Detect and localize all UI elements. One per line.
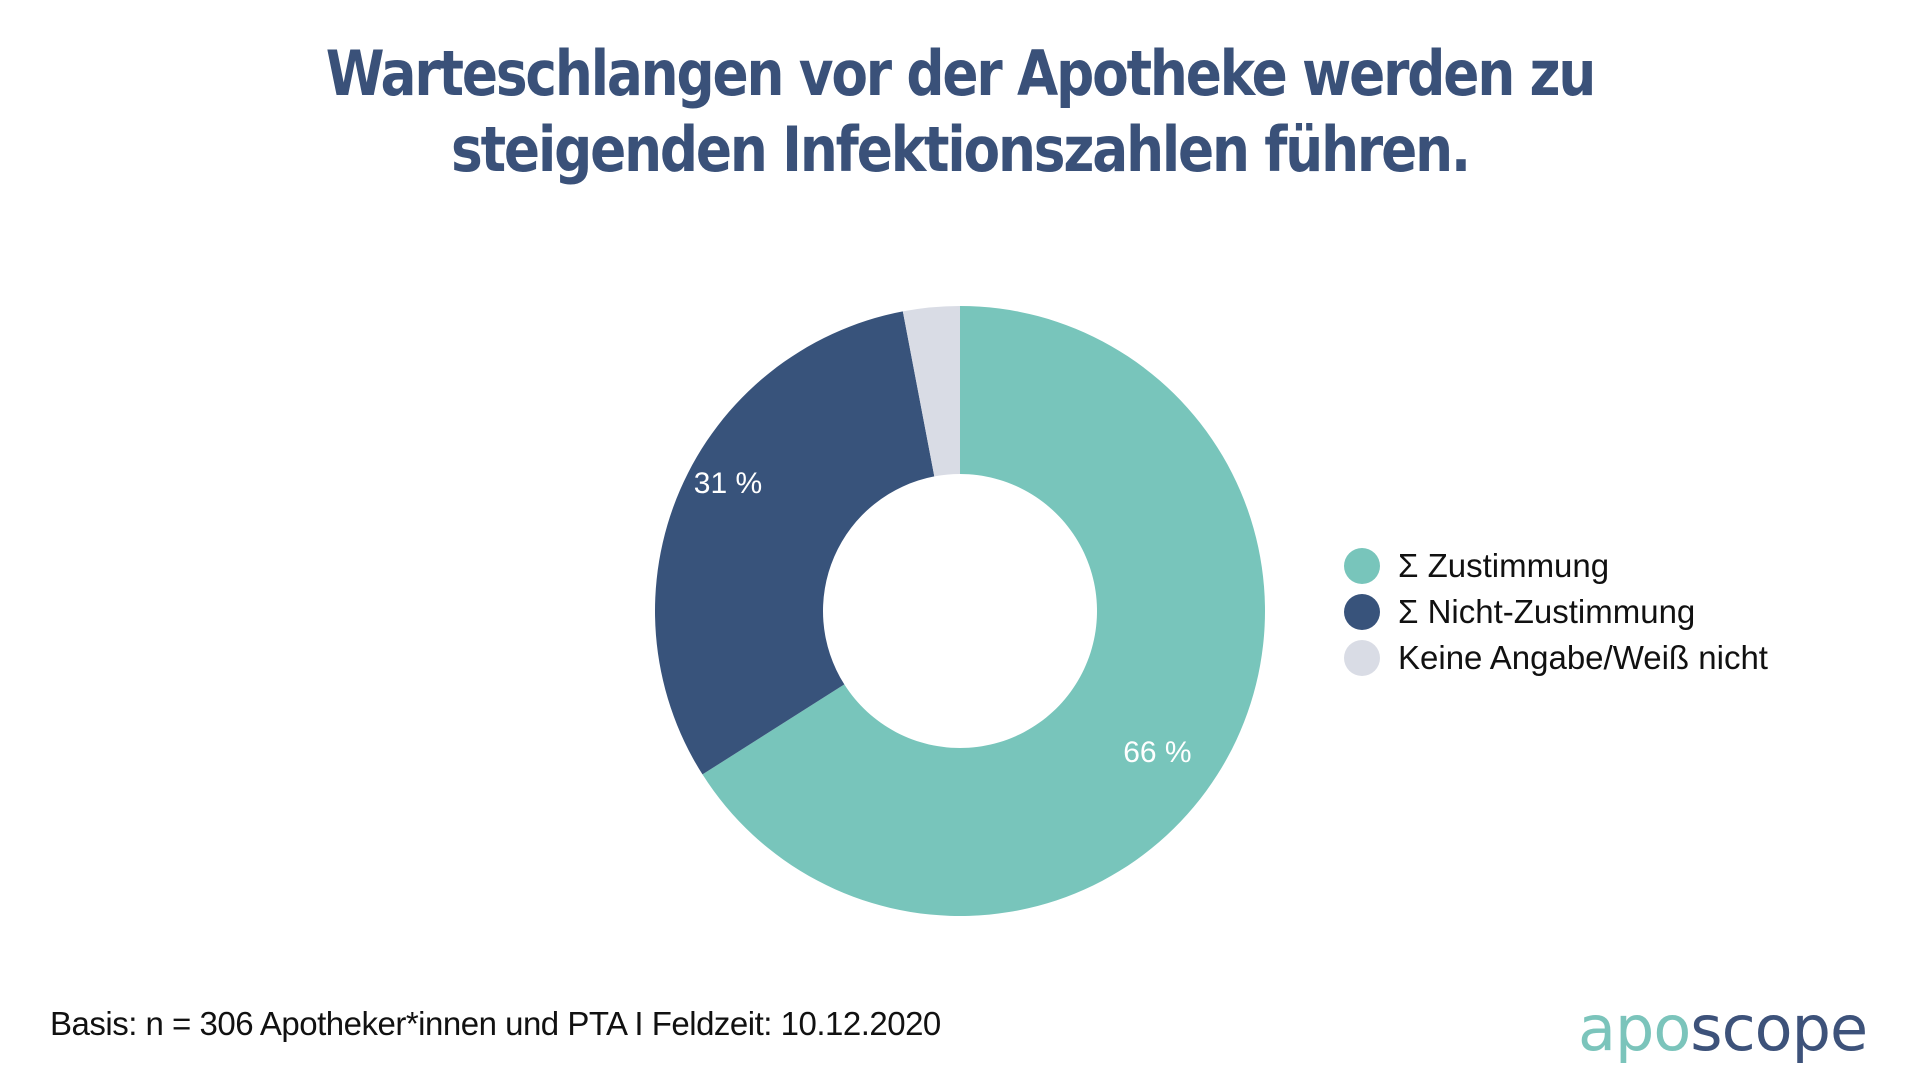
legend-swatch-keine-angabe (1344, 640, 1380, 676)
legend-swatch-nicht-zustimmung (1344, 594, 1380, 630)
chart-title-line-1: Warteschlangen vor der Apotheke werden z… (325, 37, 1597, 110)
legend: Σ Zustimmung Σ Nicht-Zustimmung Keine An… (1344, 543, 1768, 681)
legend-item-zustimmung: Σ Zustimmung (1344, 543, 1768, 589)
slice-value-label: 31 % (694, 467, 762, 500)
legend-item-keine-angabe: Keine Angabe/Weiß nicht (1344, 635, 1768, 681)
donut-labels: 66 % 31 % (694, 467, 1192, 769)
donut-slice-keine-angabe-wei-nicht (902, 306, 960, 477)
legend-swatch-zustimmung (1344, 548, 1380, 584)
donut-slice-nicht-zustimmung (654, 311, 935, 775)
legend-label: Σ Zustimmung (1398, 547, 1610, 584)
slice-value-label: 66 % (1123, 736, 1191, 769)
chart-title-line-2: steigenden Infektionszahlen führen. (451, 113, 1471, 186)
legend-label: Σ Nicht-Zustimmung (1398, 593, 1696, 630)
chart-title: Warteschlangen vor der Apotheke werden z… (134, 36, 1785, 188)
aposcope-logo: aposcope (1578, 992, 1868, 1065)
logo-part-apo: apo (1578, 992, 1691, 1065)
logo-part-scope: scope (1690, 992, 1868, 1065)
donut-slices (654, 306, 1265, 917)
legend-label: Keine Angabe/Weiß nicht (1398, 639, 1768, 676)
legend-item-nicht-zustimmung: Σ Nicht-Zustimmung (1344, 589, 1768, 635)
donut-slice-zustimmung (702, 306, 1265, 917)
footnote-basis: Basis: n = 306 Apotheker*innen und PTA I… (50, 1005, 941, 1042)
